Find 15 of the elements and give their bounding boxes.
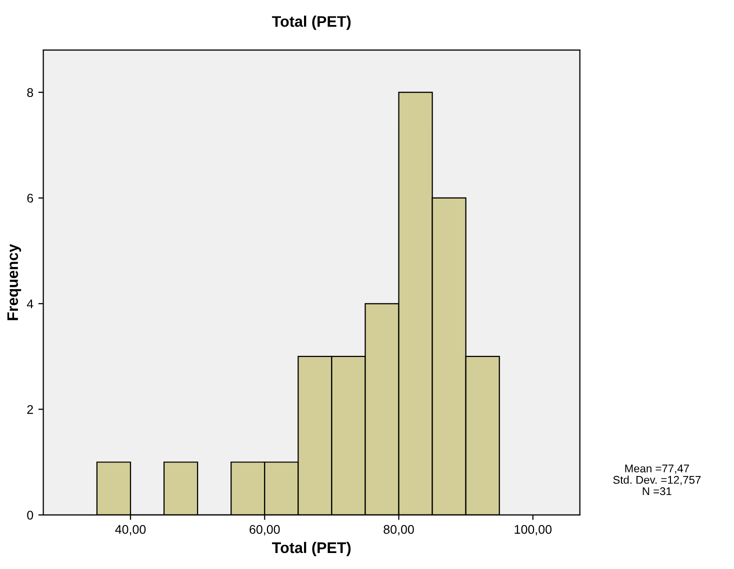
y-tick-label: 0 xyxy=(27,510,34,520)
text: Mean =77,47 xyxy=(625,464,689,474)
y-tick-label: 8 xyxy=(27,88,34,97)
text: N =31 xyxy=(642,487,672,496)
x-tick-label: 60,00 xyxy=(250,524,280,536)
y-tick-label: 2 xyxy=(27,405,33,414)
chart-title: Total (PET) xyxy=(272,16,351,30)
x-tick-label: 100,00 xyxy=(514,524,552,536)
x-axis-title: Total (PET) xyxy=(272,542,351,556)
text: Std. Dev. =12,757 xyxy=(613,476,701,486)
y-tick-label: 4 xyxy=(26,300,34,308)
x-tick-label: 80,00 xyxy=(384,524,414,536)
x-tick-label: 40,00 xyxy=(115,524,146,536)
y-axis-title: Frequency xyxy=(7,244,22,320)
y-tick-label: 6 xyxy=(27,194,34,203)
